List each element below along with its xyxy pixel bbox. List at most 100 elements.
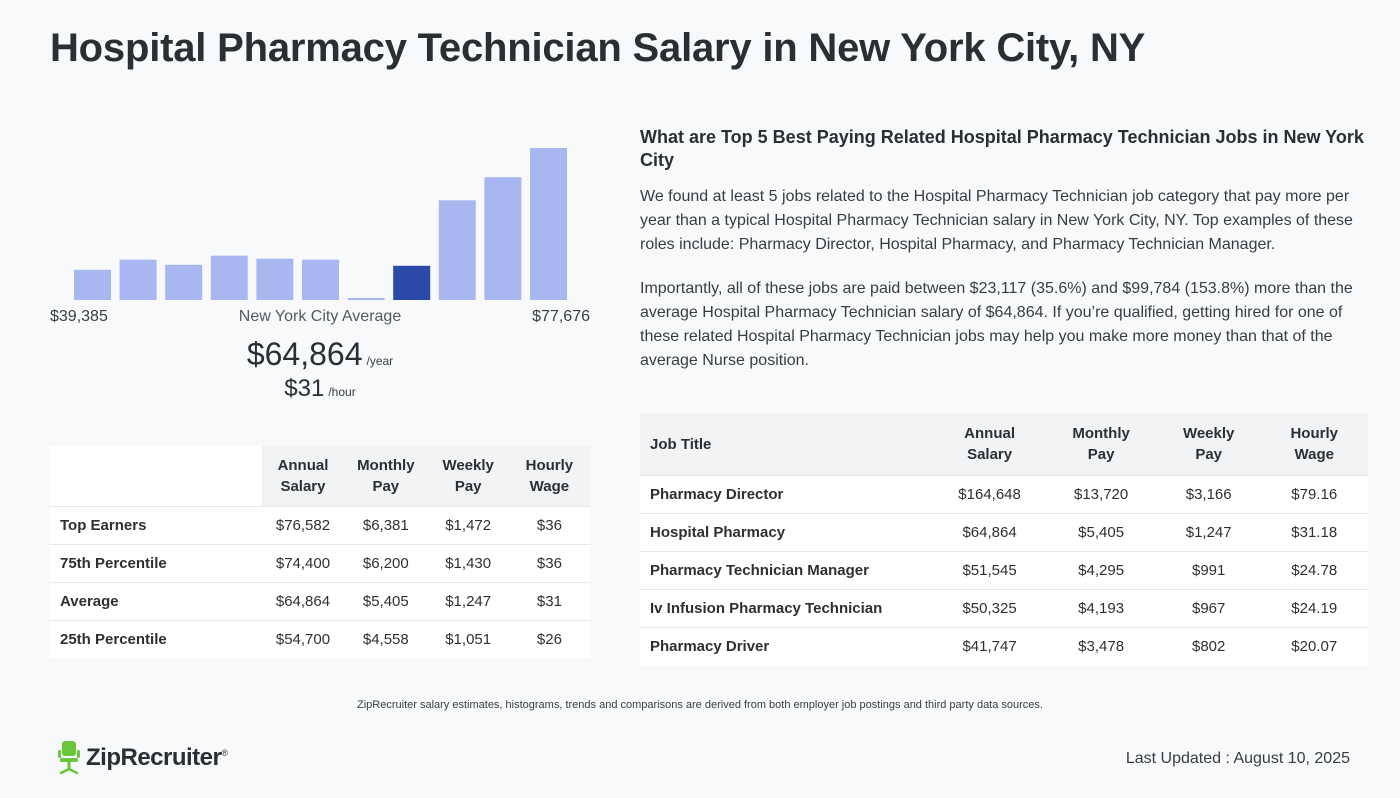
row-label: 75th Percentile bbox=[50, 544, 262, 583]
cell-annual: $74,400 bbox=[261, 544, 345, 583]
cell-hourly: $31.18 bbox=[1260, 513, 1368, 552]
cell-weekly: $1,472 bbox=[427, 506, 509, 545]
average-hourly: $31/hour bbox=[50, 375, 590, 403]
header-hourly-wage: Hourly Wage bbox=[1260, 413, 1368, 476]
histogram-svg bbox=[74, 148, 567, 300]
average-salary-block: $64,864/year $31/hour bbox=[50, 336, 590, 403]
average-annual-value: $64,864 bbox=[246, 336, 363, 372]
cell-weekly: $1,247 bbox=[427, 582, 509, 621]
ziprecruiter-logo[interactable]: ZipRecruiter® bbox=[58, 740, 228, 776]
header-blank bbox=[50, 446, 262, 507]
cell-monthly: $5,405 bbox=[1045, 513, 1157, 552]
header-job-title: Job Title bbox=[640, 413, 934, 476]
table-row: Iv Infusion Pharmacy Technician $50,325 … bbox=[640, 589, 1368, 628]
page-title: Hospital Pharmacy Technician Salary in N… bbox=[50, 26, 1146, 70]
histogram-bar bbox=[165, 264, 203, 300]
histogram-bar bbox=[347, 298, 385, 300]
cell-hourly: $24.78 bbox=[1260, 551, 1368, 590]
cell-annual: $76,582 bbox=[261, 506, 345, 545]
header-weekly-pay: Weekly Pay bbox=[1156, 413, 1261, 476]
histogram-bar-highlight bbox=[393, 265, 431, 300]
table-row: Pharmacy Director $164,648 $13,720 $3,16… bbox=[640, 475, 1368, 514]
related-jobs-intro: We found at least 5 jobs related to the … bbox=[640, 188, 1353, 253]
row-label: Average bbox=[50, 582, 262, 621]
histogram-bar bbox=[530, 148, 567, 300]
average-label: New York City Average bbox=[238, 308, 402, 325]
percentile-table-header: Annual Salary Monthly Pay Weekly Pay Hourly… bbox=[50, 446, 590, 507]
cell-annual: $64,864 bbox=[933, 513, 1046, 552]
cell-weekly: $967 bbox=[1156, 589, 1261, 628]
job-title-cell: Pharmacy Director bbox=[640, 475, 934, 514]
job-title-cell: Pharmacy Technician Manager bbox=[640, 551, 934, 590]
cell-annual: $54,700 bbox=[261, 620, 345, 658]
header-monthly-pay: Monthly Pay bbox=[344, 446, 428, 507]
table-row: Hospital Pharmacy $64,864 $5,405 $1,247 … bbox=[640, 513, 1368, 552]
histogram-bar bbox=[438, 200, 476, 300]
cell-annual: $64,864 bbox=[261, 582, 345, 621]
cell-weekly: $802 bbox=[1156, 627, 1261, 665]
cell-hourly: $24.19 bbox=[1260, 589, 1368, 628]
table-row: 75th Percentile $74,400 $6,200 $1,430 $3… bbox=[50, 544, 590, 583]
cell-weekly: $1,051 bbox=[427, 620, 509, 658]
salary-histogram bbox=[50, 140, 590, 302]
cell-hourly: $20.07 bbox=[1260, 627, 1368, 665]
table-row: Top Earners $76,582 $6,381 $1,472 $36 bbox=[50, 506, 590, 545]
cell-weekly: $991 bbox=[1156, 551, 1261, 590]
table-row: Pharmacy Driver $41,747 $3,478 $802 $20.… bbox=[640, 627, 1368, 665]
cell-hourly: $31 bbox=[508, 582, 590, 621]
histogram-bar bbox=[256, 258, 294, 300]
cell-weekly: $3,166 bbox=[1156, 475, 1261, 514]
range-max-label: $77,676 bbox=[532, 308, 590, 325]
header-monthly-pay: Monthly Pay bbox=[1045, 413, 1157, 476]
histogram-bar bbox=[484, 177, 522, 300]
cell-weekly: $1,430 bbox=[427, 544, 509, 583]
histogram-bar bbox=[74, 269, 111, 300]
related-table-header: Job Title Annual Salary Monthly Pay Weekly… bbox=[640, 413, 1368, 476]
cell-monthly: $6,381 bbox=[344, 506, 428, 545]
row-label: Top Earners bbox=[50, 506, 262, 545]
header-hourly-wage: Hourly Wage bbox=[508, 446, 590, 507]
range-min-label: $39,385 bbox=[50, 308, 108, 325]
header-annual-salary: Annual Salary bbox=[933, 413, 1046, 476]
related-jobs-detail: Importantly, all of these jobs are paid … bbox=[640, 280, 1353, 369]
average-hourly-unit: /hour bbox=[328, 385, 356, 399]
cell-annual: $41,747 bbox=[933, 627, 1046, 665]
histogram-bar bbox=[302, 259, 339, 300]
table-row: 25th Percentile $54,700 $4,558 $1,051 $2… bbox=[50, 620, 590, 658]
related-jobs-title: What are Top 5 Best Paying Related Hospi… bbox=[640, 127, 1364, 170]
job-title-cell: Pharmacy Driver bbox=[640, 627, 934, 665]
cell-annual: $164,648 bbox=[933, 475, 1046, 514]
table-row: Pharmacy Technician Manager $51,545 $4,2… bbox=[640, 551, 1368, 590]
job-title-cell: Iv Infusion Pharmacy Technician bbox=[640, 589, 934, 628]
cell-monthly: $13,720 bbox=[1045, 475, 1157, 514]
related-jobs-table: Job Title Annual Salary Monthly Pay Weekly… bbox=[640, 413, 1368, 665]
header-annual-salary: Annual Salary bbox=[261, 446, 345, 507]
percentile-table: Annual Salary Monthly Pay Weekly Pay Hourly… bbox=[50, 446, 590, 658]
cell-hourly: $36 bbox=[508, 506, 590, 545]
average-hourly-value: $31 bbox=[284, 375, 325, 402]
chair-icon bbox=[58, 741, 80, 775]
cell-hourly: $36 bbox=[508, 544, 590, 583]
row-label: 25th Percentile bbox=[50, 620, 262, 658]
cell-annual: $51,545 bbox=[933, 551, 1046, 590]
job-title-cell: Hospital Pharmacy bbox=[640, 513, 934, 552]
cell-annual: $50,325 bbox=[933, 589, 1046, 628]
histogram-bar bbox=[210, 255, 248, 300]
cell-monthly: $4,558 bbox=[344, 620, 428, 658]
table-row: Average $64,864 $5,405 $1,247 $31 bbox=[50, 582, 590, 621]
average-annual: $64,864/year bbox=[50, 336, 590, 373]
histogram-bar bbox=[119, 259, 157, 300]
header-weekly-pay: Weekly Pay bbox=[427, 446, 509, 507]
data-disclaimer: ZipRecruiter salary estimates, histogram… bbox=[357, 699, 1043, 711]
cell-monthly: $4,295 bbox=[1045, 551, 1157, 590]
cell-hourly: $79.16 bbox=[1260, 475, 1368, 514]
cell-monthly: $4,193 bbox=[1045, 589, 1157, 628]
cell-hourly: $26 bbox=[508, 620, 590, 658]
last-updated: Last Updated : August 10, 2025 bbox=[1125, 750, 1350, 767]
logo-text: ZipRecruiter® bbox=[86, 744, 228, 771]
cell-weekly: $1,247 bbox=[1156, 513, 1261, 552]
cell-monthly: $5,405 bbox=[344, 582, 428, 621]
cell-monthly: $3,478 bbox=[1045, 627, 1157, 665]
cell-monthly: $6,200 bbox=[344, 544, 428, 583]
average-annual-unit: /year bbox=[366, 354, 394, 368]
